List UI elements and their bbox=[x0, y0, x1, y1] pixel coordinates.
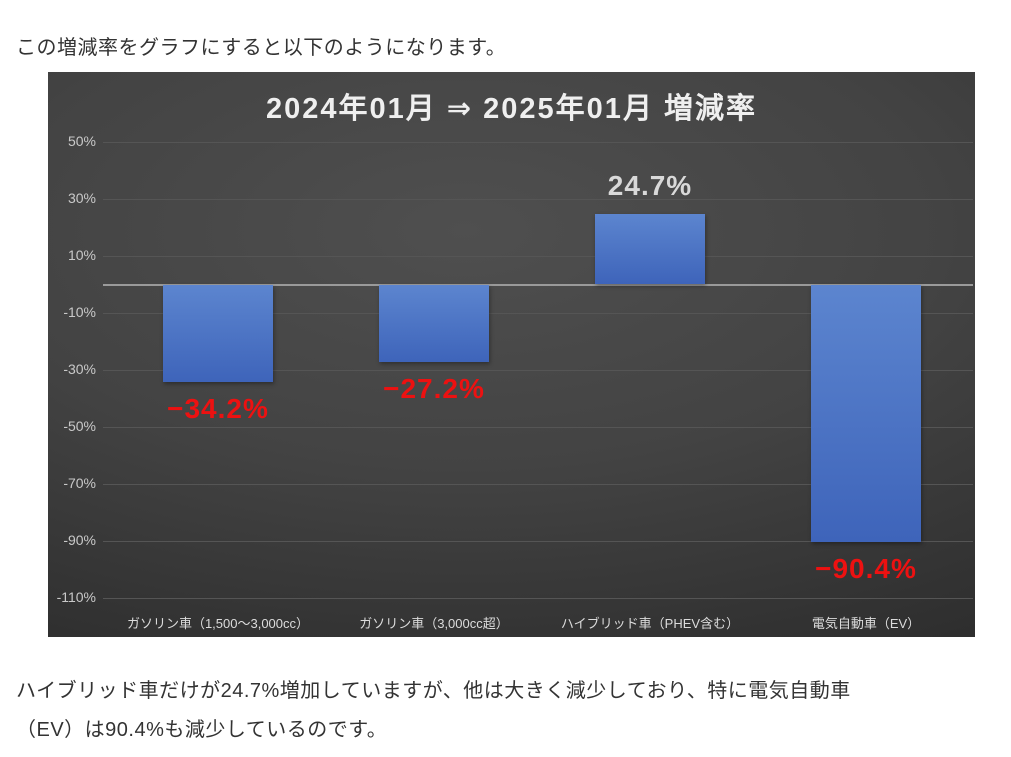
bar bbox=[163, 284, 273, 382]
y-axis-tick-label: 10% bbox=[67, 247, 96, 263]
bar bbox=[811, 284, 921, 543]
y-axis-tick-label: -70% bbox=[63, 475, 96, 491]
bar-value-label: −90.4% bbox=[815, 553, 917, 585]
chart-title: 2024年01月 ⇒ 2025年01月 増減率 bbox=[265, 93, 757, 125]
bar-chart: 2024年01月 ⇒ 2025年01月 増減率 50% 30% 10% -10% -30… bbox=[48, 72, 975, 637]
gridline bbox=[103, 484, 973, 485]
gridline bbox=[103, 427, 973, 428]
y-axis-tick-label: -10% bbox=[63, 304, 96, 320]
gridline bbox=[103, 199, 973, 200]
y-axis-tick-label: -30% bbox=[63, 361, 96, 377]
bar bbox=[379, 284, 489, 363]
x-axis-label: ガソリン車（1,500～3,000cc） bbox=[126, 616, 310, 631]
gridline bbox=[103, 370, 973, 371]
bar-value-label: −34.2% bbox=[167, 392, 269, 424]
intro-text: この増減率をグラフにすると以下のようになります。 bbox=[16, 37, 507, 59]
bar-value-label: 24.7% bbox=[607, 170, 693, 202]
x-axis-label: 電気自動車（EV） bbox=[811, 616, 921, 631]
footer-text: ハイブリッド車だけが24.7%増加していますが、他は大きく減少しており、特に電気… bbox=[16, 672, 851, 750]
y-axis-tick-label: -90% bbox=[63, 532, 96, 548]
gridline bbox=[103, 256, 973, 257]
gridline bbox=[103, 142, 973, 143]
x-axis-label: ハイブリッド車（PHEV含む） bbox=[560, 616, 740, 631]
x-axis-label: ガソリン車（3,000cc超） bbox=[359, 616, 509, 631]
footer-line-2: （EV）は90.4%も減少しているのです。 bbox=[16, 719, 388, 741]
gridline bbox=[103, 313, 973, 314]
bar-value-label: −27.2% bbox=[383, 373, 485, 405]
y-axis-tick-label: 30% bbox=[67, 190, 96, 206]
y-axis-tick-label: 50% bbox=[67, 133, 96, 149]
bar bbox=[595, 214, 705, 285]
gridline bbox=[103, 541, 973, 542]
footer-line-1: ハイブリッド車だけが24.7%増加していますが、他は大きく減少しており、特に電気… bbox=[16, 680, 851, 702]
zero-axis-line bbox=[103, 283, 973, 286]
y-axis-tick-label: -50% bbox=[63, 418, 96, 434]
y-axis-tick-label: -110% bbox=[56, 589, 96, 605]
gridline bbox=[103, 598, 973, 599]
